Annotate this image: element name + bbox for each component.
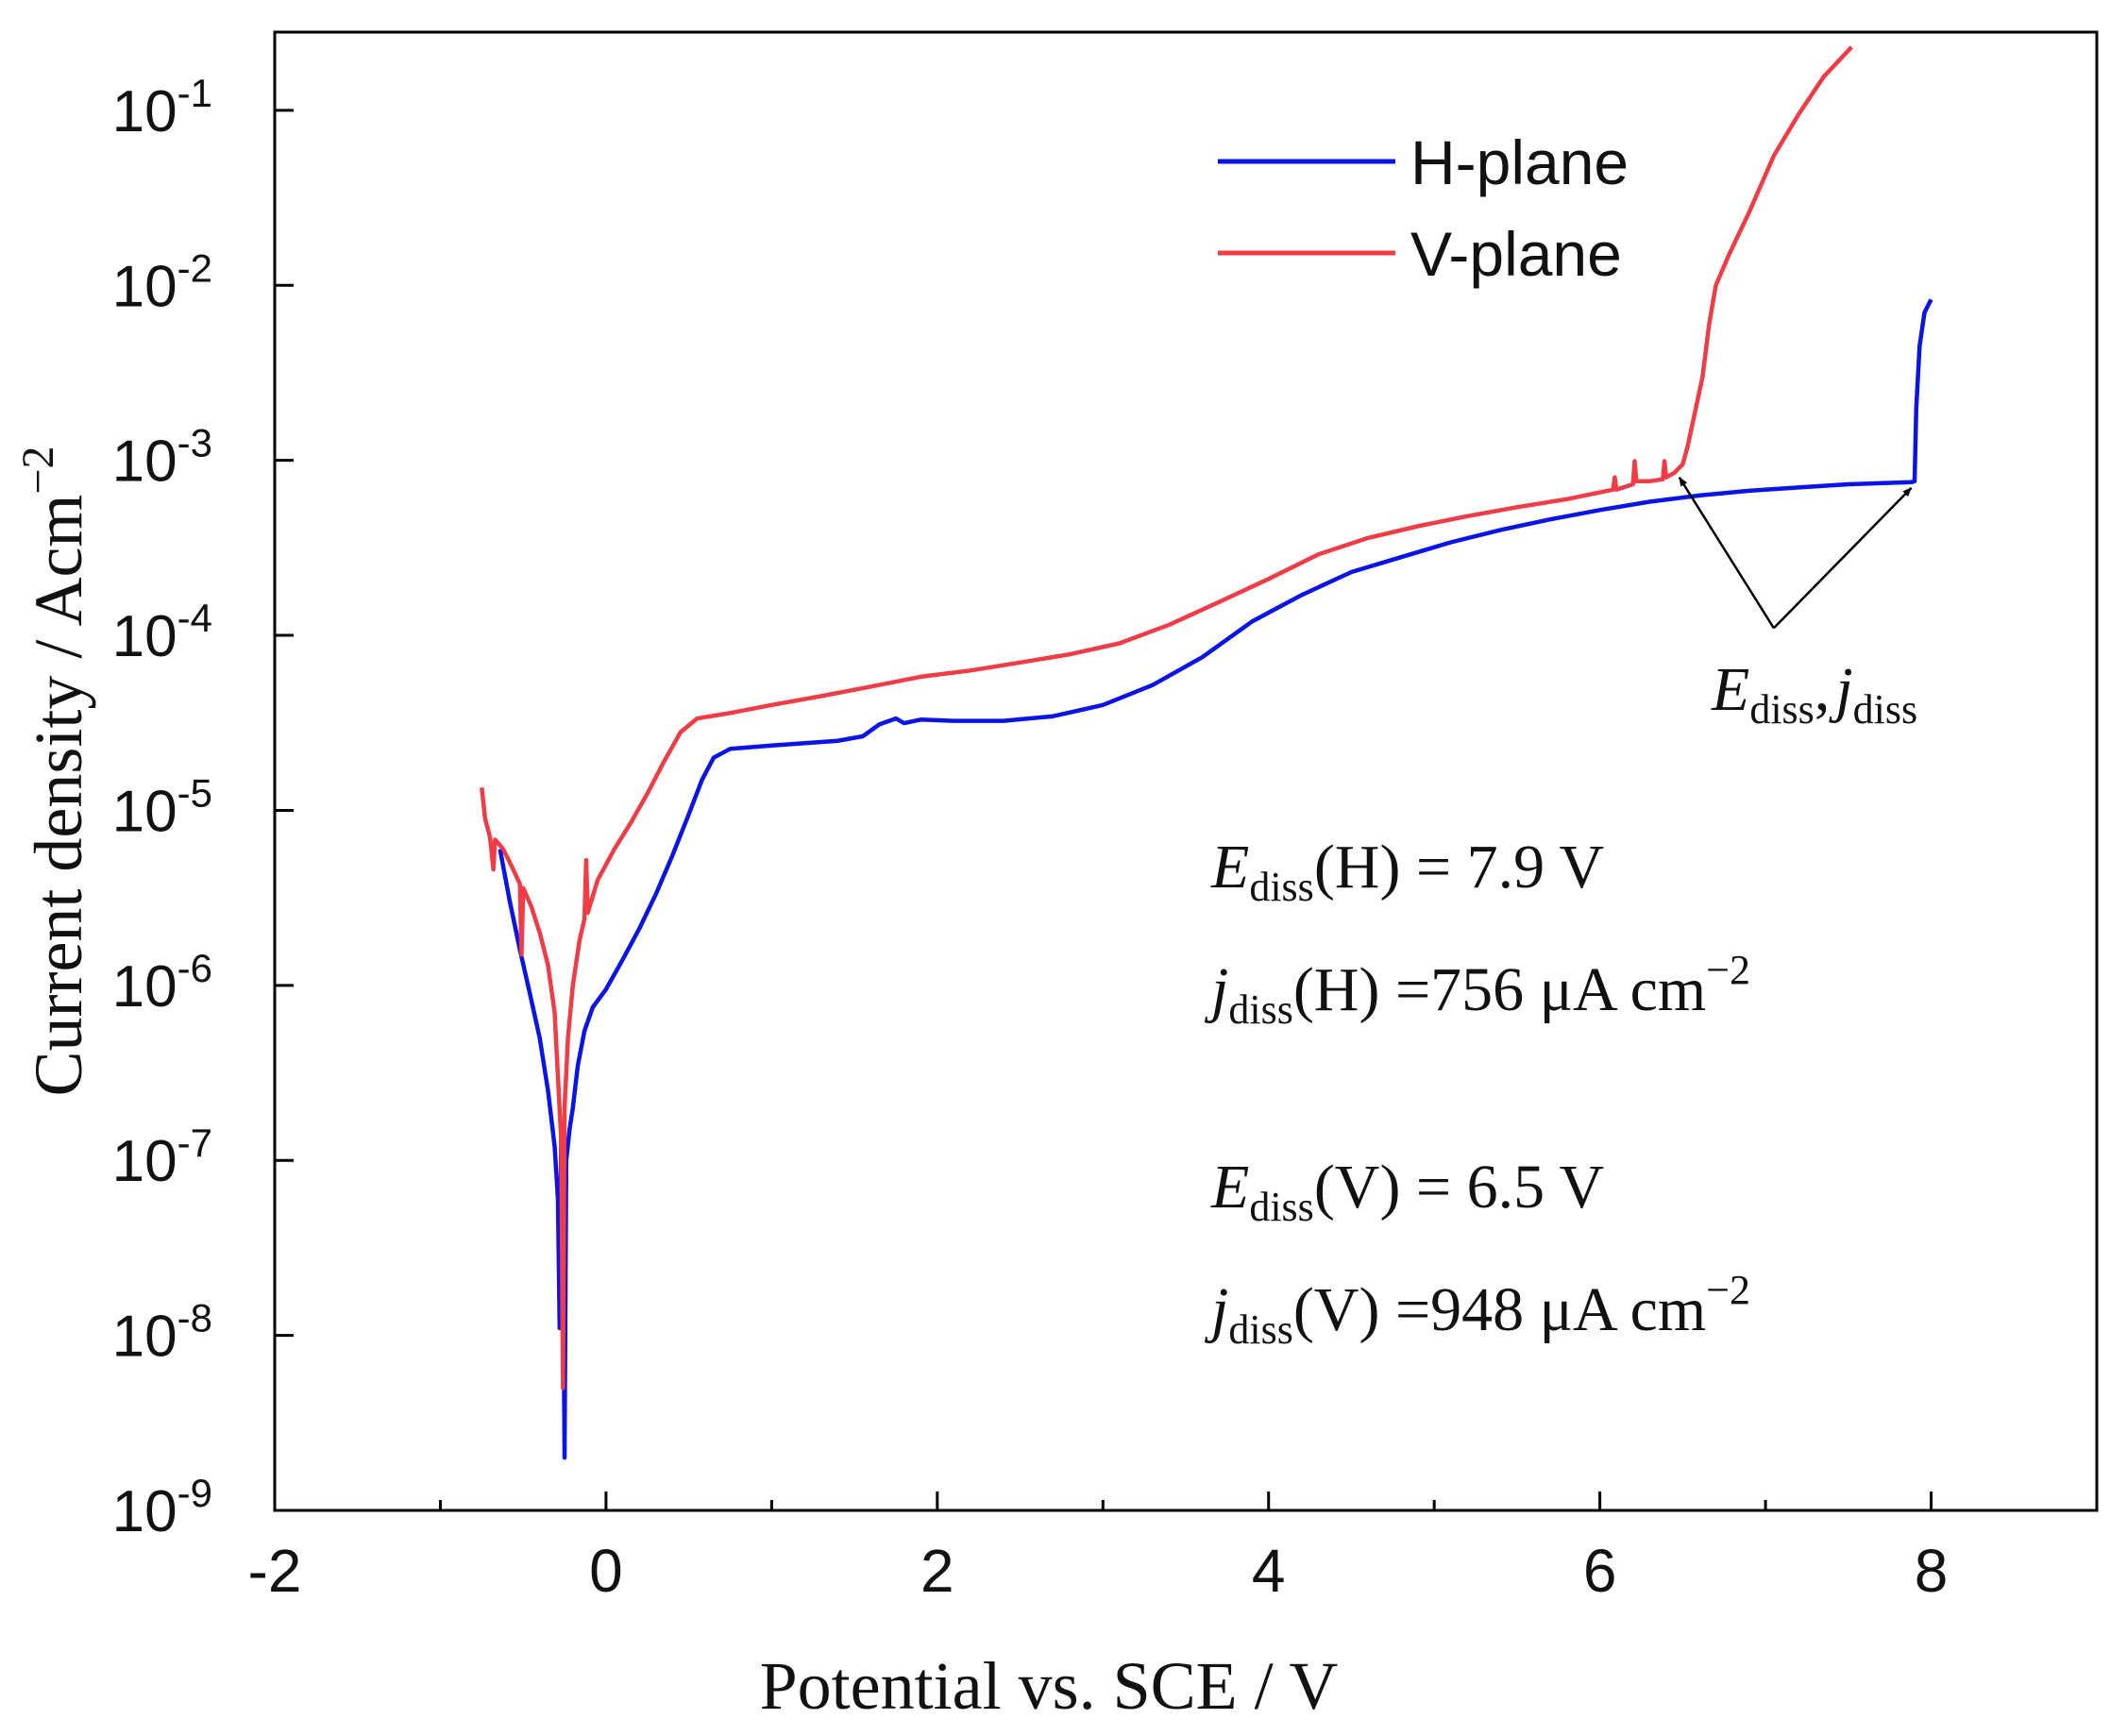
y-tick-exponent: -5 [177,770,212,815]
x-axis-title: Potential vs. SCE / V [760,1648,1339,1724]
y-tick-label: 10-8 [112,1296,212,1370]
result-e-diss-h: Ediss(H) = 7.9 V [1210,833,1604,910]
annotation-arrows [1678,476,1913,630]
result-j-diss-v: jdiss(V) =948 μA cm−2 [1204,1267,1750,1353]
result-j-diss-h: jdiss(H) =756 μA cm−2 [1204,947,1750,1033]
y-tick-label: 10-4 [112,596,212,669]
y-tick-base: 10 [112,954,177,1020]
y-axis-title: Current density / Acm−2 [13,447,96,1097]
annotation-arrow [1772,486,1913,630]
axis-ticks [273,109,1933,1512]
legend-label-v-plane: V-plane [1410,219,1622,289]
arrow-label-j: j [1828,655,1852,724]
x-tick-labels: -2 0 2 4 6 8 [248,1537,1949,1605]
y-tick-label: 10-7 [112,1121,212,1194]
annotation-arrow [1678,476,1775,630]
plot-frame [273,30,2099,1512]
y-tick-label: 10-5 [112,770,212,844]
y-tick-exponent: -3 [177,421,212,465]
y-tick-base: 10 [112,79,177,144]
y-tick-base: 10 [112,1305,177,1370]
y-tick-base: 10 [112,254,177,319]
y-tick-labels: 10-910-810-710-610-510-410-310-210-1 [112,71,212,1544]
y-tick-base: 10 [112,1129,177,1194]
arrow-label-sep: , [1815,655,1831,724]
results-block: Ediss(H) = 7.9 V jdiss(H) =756 μA cm−2 E… [1204,833,1750,1353]
series-line-v-plane [480,45,1853,1390]
x-tick-label: 6 [1583,1537,1617,1605]
arrow-label-e-sub: diss [1749,686,1814,733]
x-tick-label: 2 [920,1537,954,1605]
y-tick-exponent: -9 [177,1471,212,1515]
arrow-label-e: E [1711,655,1749,724]
y-tick-exponent: -6 [177,946,212,990]
y-axis-title-text: Current density / Acm [21,495,96,1097]
y-tick-base: 10 [112,1479,177,1544]
legend-label-h-plane: H-plane [1410,127,1629,197]
series-layer [480,45,1933,1460]
y-tick-label: 10-3 [112,421,212,495]
y-tick-exponent: -4 [177,596,212,640]
y-tick-label: 10-2 [112,245,212,319]
arrow-label-j-sub: diss [1853,686,1917,733]
result-e-diss-v: Ediss(V) = 6.5 V [1210,1153,1604,1230]
y-tick-base: 10 [112,430,177,495]
y-tick-exponent: -2 [177,245,212,290]
y-tick-base: 10 [112,604,177,669]
x-tick-label: -2 [248,1537,302,1605]
y-tick-exponent: -8 [177,1296,212,1340]
y-tick-exponent: -7 [177,1121,212,1165]
y-tick-label: 10-9 [112,1471,212,1544]
x-tick-label: 0 [589,1537,623,1605]
y-tick-base: 10 [112,779,177,844]
y-axis-title-exponent: −2 [13,447,63,495]
y-tick-label: 10-6 [112,946,212,1020]
x-tick-label: 4 [1252,1537,1286,1605]
y-tick-label: 10-1 [112,71,212,144]
legend: H-plane V-plane [1218,127,1629,289]
arrow-annotation-label: Ediss,jdiss [1711,655,1917,733]
y-tick-exponent: -1 [177,71,212,115]
x-tick-label: 8 [1915,1537,1949,1605]
